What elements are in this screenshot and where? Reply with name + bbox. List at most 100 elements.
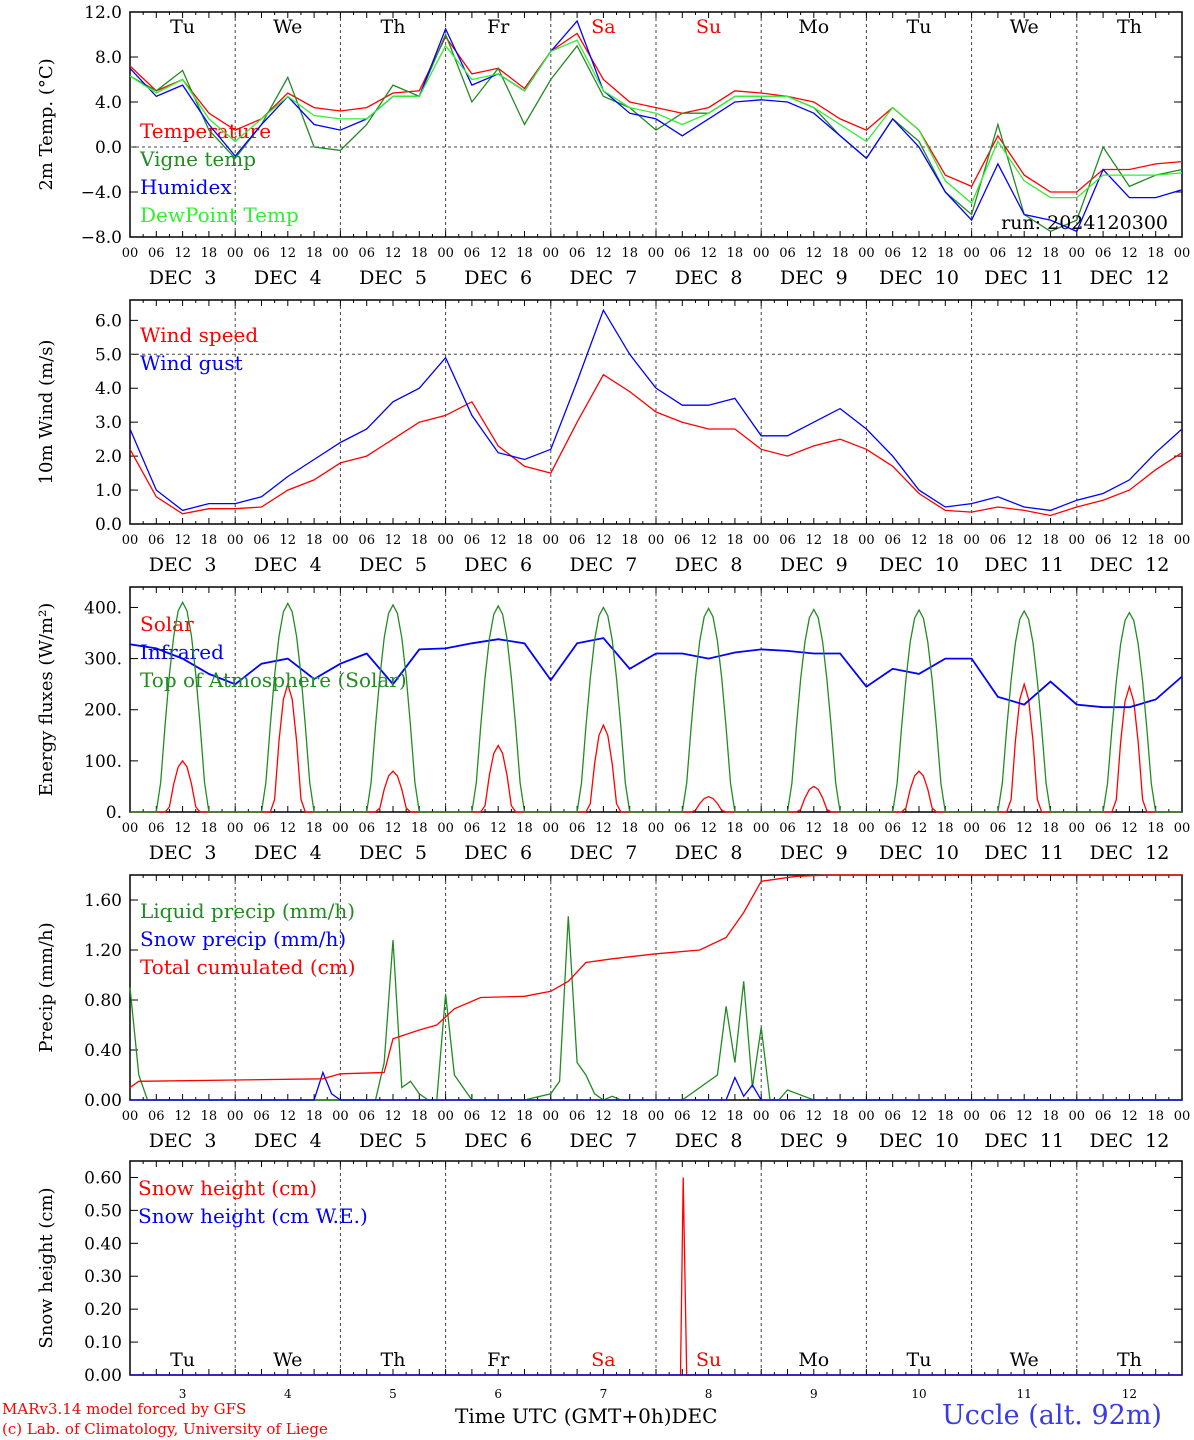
hour-tick-label: 06 xyxy=(674,1109,691,1124)
hour-tick-label: 00 xyxy=(543,533,560,548)
date-label: DEC 10 xyxy=(879,267,959,289)
hour-tick-label: 00 xyxy=(1174,246,1191,261)
hour-tick-label: 06 xyxy=(1095,533,1112,548)
date-label: DEC 8 xyxy=(675,554,743,576)
y-tick-label: 8.0 xyxy=(95,48,122,68)
hour-tick-label: 12 xyxy=(1121,533,1138,548)
y-tick-label: 3.0 xyxy=(95,413,122,433)
legend-label: Snow height (cm W.E.) xyxy=(138,1204,368,1228)
y-tick-label: 100. xyxy=(84,752,122,772)
hour-tick-label: 18 xyxy=(727,246,744,261)
weekday-label: Su xyxy=(696,1349,721,1371)
hour-tick-label: 06 xyxy=(148,821,165,836)
hour-tick-label: 18 xyxy=(516,246,533,261)
y-axis-title: 2m Temp. (°C) xyxy=(36,58,57,190)
hour-tick-label: 00 xyxy=(648,821,665,836)
date-label: DEC 12 xyxy=(1089,554,1169,576)
y-tick-label: −8.0 xyxy=(81,228,122,248)
hour-tick-label: 12 xyxy=(174,533,191,548)
legend-label: Snow precip (mm/h) xyxy=(140,927,346,951)
station-label: Uccle (alt. 92m) xyxy=(942,1400,1162,1431)
hour-tick-label: 12 xyxy=(1121,1109,1138,1124)
hour-tick-label: 12 xyxy=(700,246,717,261)
hour-tick-label: 06 xyxy=(358,1109,375,1124)
hour-tick-label: 12 xyxy=(385,533,402,548)
y-tick-label: 400. xyxy=(84,598,122,618)
hour-tick-label: 18 xyxy=(1147,821,1164,836)
series-line xyxy=(129,19,1183,233)
panel-4: 1.60 1.20 0.80 0.40 0.00 Precip (mm/h) Liquid … xyxy=(36,874,1190,1152)
date-label: DEC 11 xyxy=(984,842,1064,864)
series-line xyxy=(129,874,1182,1089)
weekday-label: We xyxy=(273,1349,302,1371)
y-tick-label: 0.30 xyxy=(84,1267,122,1287)
date-label: DEC 7 xyxy=(569,842,637,864)
weekday-label: Mo xyxy=(798,1349,829,1371)
date-label: DEC 6 xyxy=(464,842,532,864)
hour-tick-label: 12 xyxy=(911,246,928,261)
hour-tick-label: 06 xyxy=(779,246,796,261)
hour-tick-label: 12 xyxy=(911,533,928,548)
weekday-label: Tu xyxy=(907,1349,932,1371)
hour-tick-label: 18 xyxy=(1147,1109,1164,1124)
hour-tick-label: 12 xyxy=(280,246,297,261)
date-label: DEC 12 xyxy=(1089,842,1169,864)
hour-tick-label: 18 xyxy=(411,533,428,548)
series-line xyxy=(129,373,1183,517)
date-label: DEC 4 xyxy=(254,267,322,289)
hour-tick-label: 00 xyxy=(122,533,139,548)
y-tick-label: 0. xyxy=(106,803,122,823)
hour-tick-label: 00 xyxy=(753,1109,770,1124)
hour-tick-label: 18 xyxy=(411,1109,428,1124)
date-label: DEC 5 xyxy=(359,554,427,576)
hour-tick-label: 12 xyxy=(595,533,612,548)
hour-tick-label: 00 xyxy=(543,246,560,261)
hour-tick-label: 00 xyxy=(1069,821,1086,836)
hour-tick-label: 12 xyxy=(806,821,823,836)
hour-tick-label: 06 xyxy=(779,821,796,836)
hour-tick-label: 06 xyxy=(148,246,165,261)
hour-tick-label: 00 xyxy=(122,246,139,261)
hour-tick-label: 00 xyxy=(648,533,665,548)
legend-label: Liquid precip (mm/h) xyxy=(140,899,355,923)
weekday-label: Th xyxy=(381,16,406,38)
hour-tick-label: 06 xyxy=(358,246,375,261)
date-label: DEC 11 xyxy=(984,1130,1064,1152)
hour-tick-label: 18 xyxy=(832,246,849,261)
legend-label: Snow height (cm) xyxy=(138,1176,317,1200)
hour-tick-label: 06 xyxy=(990,1109,1007,1124)
hour-tick-label: 00 xyxy=(122,821,139,836)
y-tick-label: 5.0 xyxy=(95,345,122,365)
hour-tick-label: 18 xyxy=(201,246,218,261)
hour-tick-label: 06 xyxy=(464,533,481,548)
hour-tick-label: 12 xyxy=(174,1109,191,1124)
y-tick-label: 0.10 xyxy=(84,1333,122,1353)
hour-tick-label: 00 xyxy=(963,533,980,548)
y-tick-label: 0.40 xyxy=(84,1234,122,1254)
y-tick-label: 0.00 xyxy=(84,1366,122,1386)
weekday-label: Tu xyxy=(907,16,932,38)
date-label: DEC 6 xyxy=(464,1130,532,1152)
hour-tick-label: 12 xyxy=(385,821,402,836)
y-tick-label: 0.40 xyxy=(84,1041,122,1061)
hour-tick-label: 00 xyxy=(1174,821,1191,836)
date-label: DEC 12 xyxy=(1089,267,1169,289)
day-number-label: 3 xyxy=(179,1387,187,1400)
hour-tick-label: 12 xyxy=(490,533,507,548)
model-credit: MARv3.14 model forced by GFS (c) Lab. of… xyxy=(2,1399,328,1439)
legend-label: Wind speed xyxy=(140,323,258,347)
hour-tick-label: 06 xyxy=(464,1109,481,1124)
hour-tick-label: 06 xyxy=(1095,246,1112,261)
hour-tick-label: 12 xyxy=(280,1109,297,1124)
hour-tick-label: 06 xyxy=(569,821,586,836)
day-number-label: 9 xyxy=(810,1387,818,1400)
hour-tick-label: 06 xyxy=(990,821,1007,836)
hour-tick-label: 12 xyxy=(1121,246,1138,261)
date-label: DEC 5 xyxy=(359,1130,427,1152)
y-tick-label: 1.20 xyxy=(84,941,122,961)
hour-tick-label: 06 xyxy=(884,1109,901,1124)
hour-tick-label: 00 xyxy=(437,1109,454,1124)
day-number-label: 4 xyxy=(284,1387,292,1400)
date-label: DEC 3 xyxy=(149,267,217,289)
date-label: DEC 11 xyxy=(984,267,1064,289)
